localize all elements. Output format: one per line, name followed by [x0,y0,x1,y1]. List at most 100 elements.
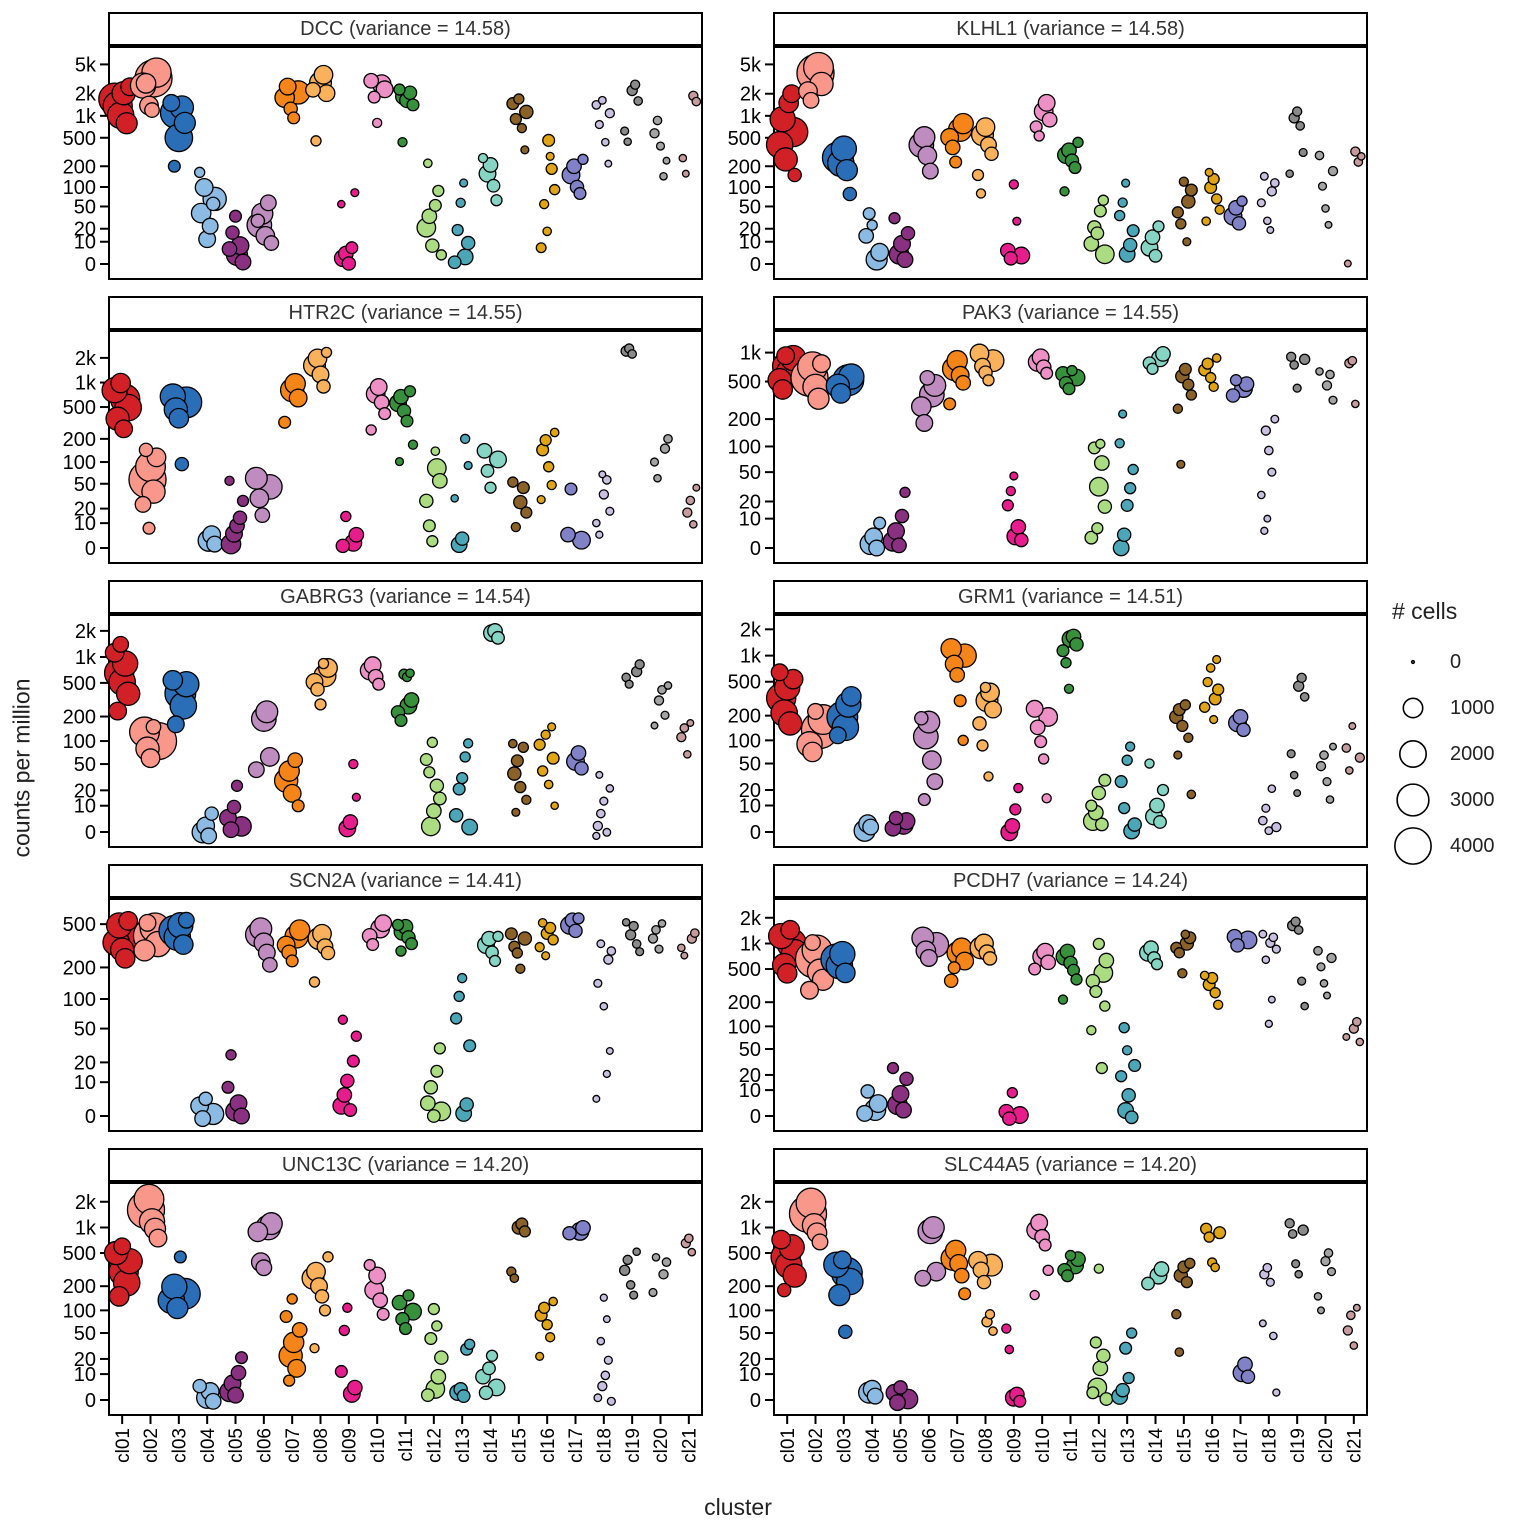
data-point [1314,150,1325,161]
data-point [322,1251,334,1263]
data-point [318,1304,332,1317]
data-point [1326,952,1337,964]
data-point [663,681,673,690]
data-point [317,84,336,103]
data-point [1060,1269,1075,1283]
data-point [866,1387,884,1405]
data-point [451,223,464,237]
data-point [1230,938,1245,953]
data-point [573,186,587,201]
data-point [378,407,392,421]
x-tick-label: cl08 [976,1428,997,1463]
data-point [288,388,308,408]
data-point [1124,482,1137,495]
panel-border [773,1182,1368,1416]
data-point [363,72,380,89]
panel-border [108,614,703,848]
y-tick-label: 20 [74,780,96,802]
data-point [259,746,280,767]
data-point [1084,530,1099,545]
data-point [345,241,359,255]
data-point [459,1097,474,1112]
y-tick-label: 50 [74,1323,96,1345]
data-point [988,1326,998,1337]
data-point [602,827,612,837]
data-point [891,1085,910,1103]
y-tick-label: 200 [63,429,96,451]
data-point [173,1250,187,1264]
y-tick-label: 1k [740,933,762,955]
x-tick-label: cl18 [1259,1428,1280,1463]
data-point [509,1273,520,1284]
data-point [982,951,998,966]
data-point [228,209,243,223]
data-point [168,407,190,429]
data-point [538,198,550,210]
panel-border [108,46,703,280]
data-point [1285,351,1297,363]
x-tick-label: cl12 [424,1428,445,1463]
data-point [776,346,796,366]
data-point [976,739,989,752]
y-tick-label: 200 [63,707,96,729]
y-tick-label: 200 [63,156,96,178]
data-point [201,217,219,235]
data-point [807,702,824,720]
y-tick-label: 100 [63,731,96,753]
data-point [691,96,702,107]
data-point [953,694,967,708]
data-point [605,784,615,793]
data-point [426,736,439,749]
data-point [393,83,406,96]
y-tick-label: 0 [750,822,761,844]
data-point [1293,789,1302,798]
data-point [485,1349,499,1362]
legend-entry-label: 2000 [1450,742,1495,765]
y-tick-label: 0 [85,1106,96,1128]
data-point [1033,130,1045,142]
data-point [1185,389,1198,401]
data-point [575,1219,591,1236]
data-point [856,1104,874,1122]
data-point [108,1285,130,1307]
data-point [545,162,558,176]
data-point [787,167,802,183]
data-point [204,806,219,821]
data-point [654,944,664,954]
data-point [1001,1323,1012,1334]
data-point [348,526,365,543]
data-point [689,519,698,529]
data-point [1294,1269,1303,1279]
data-point [372,1292,389,1309]
data-point [520,506,533,519]
legend-entry-label: 1000 [1450,696,1495,719]
data-point [1088,476,1109,497]
y-tick-label: 50 [74,196,96,218]
data-point [629,79,641,90]
data-point [776,1282,792,1298]
data-point [397,136,408,148]
data-point [1320,1255,1331,1267]
data-point [138,913,157,932]
data-point [287,752,304,769]
data-point [1272,1388,1281,1397]
data-point [1208,381,1219,393]
data-point [204,1392,222,1410]
data-point [419,493,434,509]
x-tick-label: cl15 [509,1428,530,1463]
data-point [1056,644,1070,658]
y-tick-label: 1k [740,343,762,365]
data-point [591,100,602,110]
data-point [653,473,662,483]
x-tick-label: cl07 [948,1428,969,1463]
data-point [598,489,610,500]
data-point [420,1388,435,1403]
data-point [115,112,138,135]
data-point [305,81,321,98]
data-point [1182,378,1195,391]
data-point [1204,167,1214,177]
data-point [870,242,890,262]
x-tick-label: cl17 [1231,1428,1252,1463]
data-point [491,630,505,645]
data-point [1064,1249,1077,1262]
